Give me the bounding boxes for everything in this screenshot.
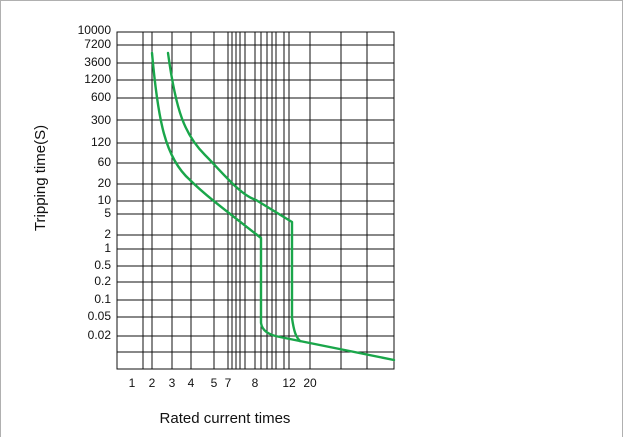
y-tick-label: 0.5	[94, 258, 111, 272]
y-tick-label: 7200	[84, 37, 111, 51]
y-tick-label: 0.1	[94, 292, 111, 306]
x-tick-label: 5	[211, 376, 218, 390]
x-tick-label: 3	[169, 376, 176, 390]
x-axis-title: Rated current times	[160, 410, 291, 427]
trip-curve-2	[166, 51, 302, 343]
trip-curve-1	[150, 51, 396, 362]
y-tick-label: 5	[104, 206, 111, 220]
y-axis-title: Tripping time(S)	[32, 125, 49, 231]
y-tick-label: 1	[104, 241, 111, 255]
plot-area-border	[116, 31, 395, 370]
x-tick-label: 12	[282, 376, 296, 390]
x-tick-label: 1	[129, 376, 136, 390]
y-tick-label: 300	[91, 113, 111, 127]
x-tick-label: 20	[303, 376, 317, 390]
y-tick-label: 600	[91, 90, 111, 104]
x-tick-label: 8	[252, 376, 259, 390]
y-tick-label: 20	[98, 176, 112, 190]
x-axis-tick-labels: 1 2 3 4 5 7 8 12 20	[129, 376, 317, 390]
x-tick-label: 4	[188, 376, 195, 390]
y-tick-label: 120	[91, 135, 111, 149]
y-tick-label: 10000	[78, 23, 112, 37]
x-tick-label: 2	[149, 376, 156, 390]
y-tick-label: 0.05	[88, 309, 112, 323]
y-tick-label: 3600	[84, 55, 111, 69]
x-tick-label: 7	[225, 376, 232, 390]
trip-curves	[150, 51, 396, 362]
y-tick-label: 2	[104, 227, 111, 241]
y-tick-label: 0.02	[88, 328, 112, 342]
y-tick-label: 60	[98, 155, 112, 169]
y-tick-label: 0.2	[94, 274, 111, 288]
y-tick-label: 1200	[84, 72, 111, 86]
y-tick-label: 10	[98, 193, 112, 207]
